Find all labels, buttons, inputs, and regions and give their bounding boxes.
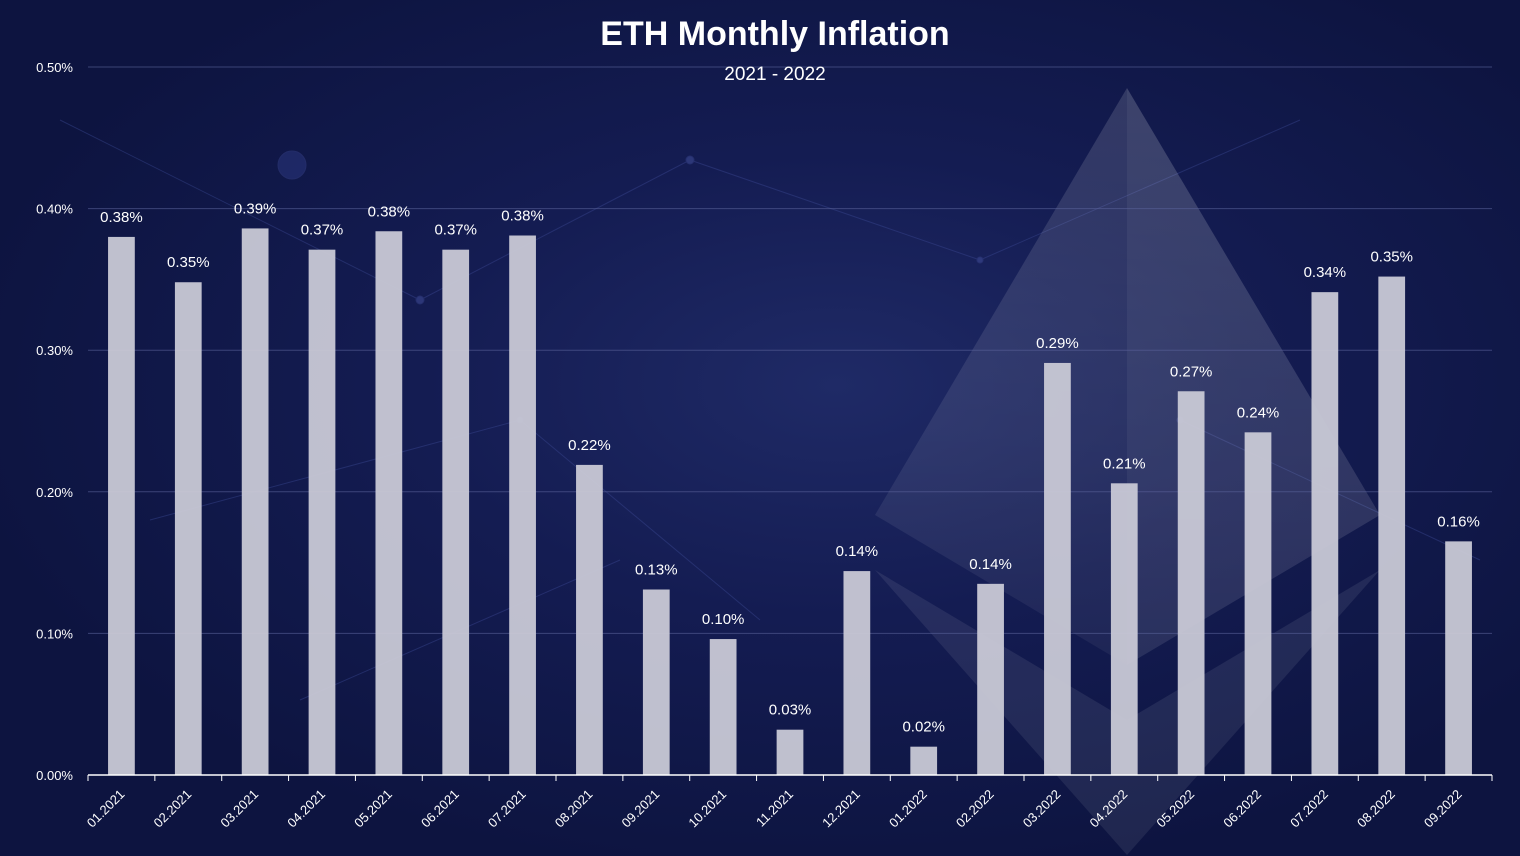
data-label: 0.29%: [1036, 335, 1079, 352]
data-label: 0.14%: [969, 556, 1012, 573]
data-label: 0.34%: [1304, 264, 1347, 281]
x-tick-label: 01.2021: [84, 787, 128, 831]
x-tick-label: 07.2022: [1287, 787, 1331, 831]
x-tick-label: 02.2022: [953, 787, 997, 831]
x-tick-label: 01.2022: [886, 787, 930, 831]
data-label: 0.39%: [234, 200, 277, 217]
data-label: 0.38%: [100, 209, 143, 226]
x-tick-label: 03.2021: [217, 787, 261, 831]
bars: 0.38% 0.35% 0.39% 0.37% 0.38% 0.37% 0.38% 0.22%…: [100, 200, 1480, 776]
data-label: 0.02%: [902, 719, 945, 736]
data-label: 0.03%: [769, 702, 812, 719]
bar: [1110, 483, 1138, 775]
y-tick-label: 0.30%: [36, 343, 73, 358]
data-label: 0.24%: [1237, 404, 1280, 421]
data-label: 0.35%: [1370, 249, 1413, 266]
bar: [843, 571, 871, 775]
x-tick-label: 03.2022: [1020, 787, 1064, 831]
bar: [108, 236, 135, 776]
data-label: 0.21%: [1103, 455, 1146, 472]
x-tick-label: 09.2021: [619, 787, 663, 831]
bar: [1044, 362, 1071, 775]
y-tick-label: 0.00%: [36, 768, 73, 783]
bar: [1311, 292, 1339, 775]
x-tick-label: 05.2021: [351, 787, 395, 831]
x-tick-label: 12.2021: [819, 787, 863, 831]
bar: [977, 583, 1004, 775]
chart-subtitle: 2021 - 2022: [724, 64, 825, 85]
chart-title: ETH Monthly Inflation: [600, 15, 949, 53]
y-tick-label: 0.50%: [36, 60, 73, 75]
x-tick-label: 08.2021: [552, 787, 596, 831]
x-tick-label: 07.2021: [485, 787, 529, 831]
x-tick-label: 06.2021: [418, 787, 462, 831]
bar: [642, 589, 670, 775]
data-label: 0.22%: [568, 437, 611, 454]
bar: [910, 746, 938, 775]
bar: [174, 282, 202, 775]
bar: [308, 249, 336, 775]
bar: [709, 639, 737, 775]
bar: [375, 231, 403, 776]
data-label: 0.37%: [301, 222, 344, 239]
bar: [776, 729, 804, 775]
bar: [576, 464, 603, 775]
bar: [1378, 276, 1406, 775]
y-tick-label: 0.20%: [36, 485, 73, 500]
bar: [1177, 391, 1205, 775]
x-tick-label: 10.2021: [685, 787, 729, 831]
x-tick-label: 11.2021: [753, 787, 796, 830]
data-label: 0.38%: [368, 203, 411, 220]
data-label: 0.27%: [1170, 363, 1213, 380]
y-tick-label: 0.10%: [36, 626, 73, 641]
data-label: 0.38%: [501, 208, 544, 225]
data-label: 0.37%: [434, 222, 477, 239]
bar: [1244, 432, 1272, 775]
bar: [442, 249, 470, 775]
x-tick-label: 02.2021: [151, 787, 195, 831]
y-tick-label: 0.40%: [36, 202, 73, 217]
x-tick-label: 04.2021: [284, 787, 328, 831]
bar: [241, 228, 269, 775]
bar: [509, 235, 536, 775]
data-label: 0.35%: [167, 254, 210, 271]
x-tick-label: 06.2022: [1220, 787, 1264, 831]
data-label: 0.13%: [635, 562, 678, 579]
data-label: 0.16%: [1437, 513, 1480, 530]
bar: [1445, 541, 1472, 775]
x-tick-label: 08.2022: [1354, 787, 1398, 831]
data-label: 0.14%: [836, 543, 879, 560]
x-tick-label: 09.2022: [1421, 787, 1465, 831]
data-label: 0.10%: [702, 611, 745, 628]
